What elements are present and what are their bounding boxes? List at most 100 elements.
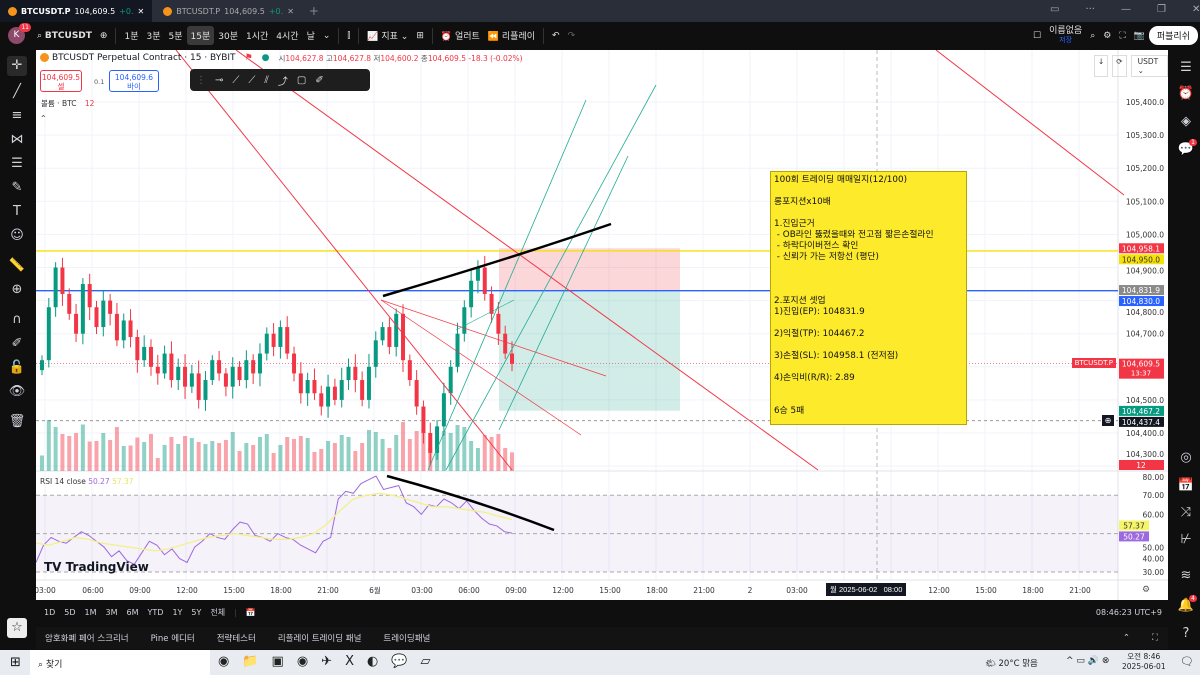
tray-icons[interactable]: ^ ▭ 🔊 ⊗: [1066, 656, 1110, 666]
axis-settings-icon[interactable]: ⚙: [1142, 585, 1151, 595]
templates-icon[interactable]: ⊞: [416, 30, 424, 41]
path-icon[interactable]: ⤴: [277, 76, 288, 88]
range-all[interactable]: 전체: [210, 608, 226, 617]
chart-canvas[interactable]: 105,400.0 105,300.0 105,200.0 105,100.0 105,…: [36, 50, 1168, 600]
windows-start-icon[interactable]: ⊞: [10, 655, 21, 670]
range-6m[interactable]: 6M: [126, 608, 139, 617]
close-icon[interactable]: ✕: [137, 6, 145, 16]
eye-icon[interactable]: 👁: [8, 384, 26, 399]
favorites-star-icon[interactable]: ☆: [7, 618, 27, 638]
add-symbol-icon[interactable]: ⊕: [99, 30, 108, 41]
alarm-icon[interactable]: ⏰: [1177, 86, 1195, 101]
trash-icon[interactable]: 🗑: [8, 414, 26, 429]
settings-icon[interactable]: ⚙: [1103, 30, 1112, 41]
range-3m[interactable]: 3M: [105, 608, 118, 617]
interval-1h[interactable]: 1시간: [245, 32, 269, 42]
indicators-button[interactable]: 📈 지표 ⌄: [367, 32, 409, 42]
symbol-search[interactable]: ⌕ BTCUSDT: [37, 30, 92, 41]
notifications-icon[interactable]: 🔔 4: [1177, 595, 1197, 613]
zoom-icon[interactable]: ⊕: [11, 282, 23, 297]
chrome-icon[interactable]: ◉: [218, 654, 230, 669]
help-icon[interactable]: ?: [1182, 626, 1190, 641]
close-icon[interactable]: ✕: [287, 6, 294, 16]
interval-5m[interactable]: 5분: [168, 32, 183, 42]
range-1d[interactable]: 1D: [44, 608, 56, 617]
target-icon[interactable]: ◎: [1180, 450, 1192, 465]
watchlist-icon[interactable]: ☰: [1180, 60, 1192, 75]
clock[interactable]: 08:46:23 UTC+9: [1095, 608, 1162, 617]
quick-search-icon[interactable]: ⌕: [1090, 30, 1096, 41]
interval-15m[interactable]: 15분: [186, 26, 215, 45]
collapse-panel-icon[interactable]: ⌃: [1122, 633, 1131, 643]
fib-icon[interactable]: ≡: [11, 108, 23, 123]
kakaotalk-icon[interactable]: 💬: [391, 654, 408, 669]
tab-pine-editor[interactable]: Pine 에디터: [150, 634, 195, 644]
notification-center-icon[interactable]: 🗨: [1180, 655, 1194, 668]
publish-button[interactable]: 퍼블리쉬: [1148, 26, 1198, 45]
lock-drawing-icon[interactable]: ✐: [11, 336, 23, 351]
excel-icon[interactable]: X: [345, 654, 354, 669]
range-5d[interactable]: 5D: [64, 608, 76, 617]
restore-icon[interactable]: ❐: [1157, 4, 1166, 15]
pattern-icon[interactable]: ⋈: [10, 132, 24, 147]
calendar-icon[interactable]: 📅: [1177, 478, 1195, 493]
crosshair-icon[interactable]: ✛: [7, 56, 27, 76]
telegram-icon[interactable]: ✈: [321, 654, 333, 669]
alert-button[interactable]: ⏰ 얼러트: [440, 32, 480, 42]
buy-button[interactable]: 104,609.6 바이: [109, 70, 159, 92]
app-icon[interactable]: ▱: [420, 654, 431, 669]
trendline-icon[interactable]: ╱: [13, 84, 21, 99]
brush-icon[interactable]: ✐: [315, 74, 324, 86]
lock-icon[interactable]: 🔓: [8, 360, 26, 375]
trendline-icon[interactable]: ⟋: [232, 74, 240, 86]
tradingview-app-icon[interactable]: ▣: [271, 654, 284, 669]
tab-2[interactable]: BTCUSDT.P 104,609.5 +0. ✕: [155, 0, 302, 22]
interval-1d[interactable]: 날: [306, 32, 315, 42]
minimize-icon[interactable]: —: [1121, 4, 1131, 15]
redo-icon[interactable]: ↷: [567, 30, 576, 41]
text-icon[interactable]: T: [13, 204, 21, 219]
options-icon[interactable]: ⊬: [1180, 532, 1192, 547]
new-tab-icon[interactable]: +: [308, 4, 319, 18]
layout-icon[interactable]: ☐: [1033, 30, 1042, 41]
taskbar-search[interactable]: ⌕ 찾기: [30, 650, 210, 675]
candle-type-icon[interactable]: ⫿: [347, 30, 351, 41]
collapse-legend-icon[interactable]: ⌃: [40, 114, 47, 123]
window-close-icon[interactable]: ✕: [1191, 4, 1200, 15]
range-1m[interactable]: 1M: [84, 608, 97, 617]
parallel-channel-icon[interactable]: ⫽: [264, 74, 269, 86]
chrome-icon[interactable]: ◉: [296, 654, 309, 669]
fullscreen-icon[interactable]: ⛶: [1119, 30, 1126, 41]
magnet-icon[interactable]: ∩: [12, 312, 22, 327]
emoji-icon[interactable]: ☺: [10, 228, 24, 243]
ruler-icon[interactable]: 📏: [8, 258, 26, 273]
chart-area[interactable]: 105,400.0 105,300.0 105,200.0 105,100.0 105,…: [36, 50, 1168, 600]
tab-trading-panel[interactable]: 트레이딩패널: [383, 634, 431, 644]
explorer-icon[interactable]: 📁: [242, 654, 259, 669]
goto-date-icon[interactable]: 📅: [245, 608, 256, 617]
stream-icon[interactable]: ≋: [1180, 568, 1192, 583]
layout-name[interactable]: 이름없음 저장: [1049, 25, 1083, 44]
auto-scale-icon[interactable]: ⟳: [1112, 55, 1127, 77]
interval-3m[interactable]: 3분: [146, 32, 161, 42]
edge-icon[interactable]: ◐: [366, 654, 379, 669]
camera-icon[interactable]: 📷: [1133, 30, 1145, 41]
weather[interactable]: 🌤 20°C 맑음: [985, 659, 1038, 669]
currency-select[interactable]: USDT ⌄: [1130, 55, 1168, 77]
replay-button[interactable]: ⏪ 리플레이: [487, 32, 536, 42]
taskbar-clock[interactable]: 오전 8:46 2025-06-01: [1122, 652, 1166, 671]
sell-button[interactable]: 104,609.5 셀: [40, 70, 82, 92]
tab-screener[interactable]: 암호화폐 페어 스크리너: [45, 634, 129, 644]
brush-icon[interactable]: ✎: [11, 180, 23, 195]
trading-journal-note[interactable]: 100회 트레이딩 매매일지(12/100) 롱포지션x10배 1.진입근거 -…: [770, 171, 967, 425]
range-5y[interactable]: 5Y: [191, 608, 202, 617]
pin-icon[interactable]: ▭: [1050, 4, 1060, 15]
horizontal-ray-icon[interactable]: ⊸: [215, 74, 224, 86]
interval-dropdown-icon[interactable]: ⌄: [322, 30, 331, 41]
tab-strategy-tester[interactable]: 전략테스터: [216, 634, 256, 644]
ray-icon[interactable]: ⟋: [248, 74, 256, 86]
forecast-icon[interactable]: ☰: [11, 156, 23, 171]
drag-handle-icon[interactable]: ⋮: [196, 74, 206, 86]
tab-replay-panel[interactable]: 리플레이 트레이딩 패널: [277, 634, 362, 644]
scroll-down-icon[interactable]: ↓: [1094, 55, 1109, 77]
